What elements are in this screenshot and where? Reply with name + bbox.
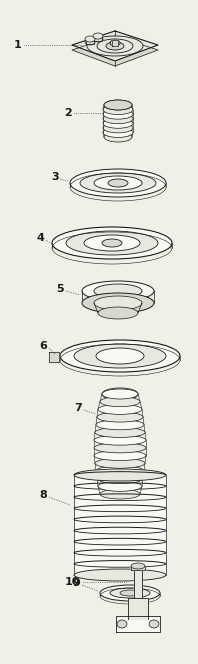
Polygon shape bbox=[103, 128, 133, 132]
Polygon shape bbox=[49, 352, 59, 362]
Ellipse shape bbox=[117, 620, 127, 628]
Ellipse shape bbox=[108, 179, 128, 187]
Polygon shape bbox=[116, 616, 160, 632]
Polygon shape bbox=[86, 39, 94, 44]
Ellipse shape bbox=[66, 231, 158, 255]
Text: 8: 8 bbox=[39, 490, 47, 500]
Text: 1: 1 bbox=[14, 40, 22, 50]
Ellipse shape bbox=[98, 481, 142, 491]
Ellipse shape bbox=[96, 466, 144, 476]
Polygon shape bbox=[103, 105, 133, 110]
Polygon shape bbox=[103, 110, 133, 114]
Ellipse shape bbox=[94, 451, 146, 461]
Polygon shape bbox=[112, 40, 118, 46]
Ellipse shape bbox=[94, 435, 146, 445]
Text: 9: 9 bbox=[72, 578, 80, 588]
Ellipse shape bbox=[52, 227, 172, 259]
Ellipse shape bbox=[96, 420, 144, 430]
Ellipse shape bbox=[120, 590, 140, 596]
Ellipse shape bbox=[110, 588, 150, 598]
Ellipse shape bbox=[149, 620, 159, 628]
Ellipse shape bbox=[95, 428, 145, 438]
Text: 7: 7 bbox=[74, 403, 82, 413]
Ellipse shape bbox=[97, 412, 143, 422]
Ellipse shape bbox=[103, 114, 133, 124]
Ellipse shape bbox=[94, 284, 142, 298]
Polygon shape bbox=[72, 36, 158, 66]
Polygon shape bbox=[103, 132, 133, 137]
Ellipse shape bbox=[131, 563, 145, 569]
Ellipse shape bbox=[85, 36, 95, 42]
Text: 3: 3 bbox=[51, 172, 59, 182]
Polygon shape bbox=[103, 124, 133, 128]
Polygon shape bbox=[131, 566, 145, 570]
Ellipse shape bbox=[93, 33, 103, 39]
Ellipse shape bbox=[103, 109, 133, 119]
Text: 2: 2 bbox=[64, 108, 72, 118]
Ellipse shape bbox=[60, 340, 180, 372]
Ellipse shape bbox=[103, 127, 133, 137]
Ellipse shape bbox=[98, 404, 142, 414]
Ellipse shape bbox=[74, 569, 166, 581]
Polygon shape bbox=[128, 598, 148, 619]
Ellipse shape bbox=[103, 104, 133, 115]
Ellipse shape bbox=[103, 123, 133, 133]
Ellipse shape bbox=[97, 39, 133, 53]
Polygon shape bbox=[134, 570, 142, 598]
Text: 6: 6 bbox=[39, 341, 47, 351]
Ellipse shape bbox=[82, 293, 154, 313]
Ellipse shape bbox=[100, 396, 140, 406]
Polygon shape bbox=[82, 291, 154, 303]
Ellipse shape bbox=[74, 344, 166, 368]
Ellipse shape bbox=[93, 36, 103, 42]
Ellipse shape bbox=[104, 100, 132, 110]
Ellipse shape bbox=[100, 489, 140, 499]
Ellipse shape bbox=[82, 281, 154, 301]
Text: 5: 5 bbox=[56, 284, 64, 294]
Polygon shape bbox=[72, 31, 158, 61]
Polygon shape bbox=[103, 114, 133, 119]
Ellipse shape bbox=[110, 40, 120, 46]
Ellipse shape bbox=[95, 458, 145, 468]
Ellipse shape bbox=[97, 473, 143, 483]
Ellipse shape bbox=[87, 36, 143, 56]
Ellipse shape bbox=[102, 388, 138, 400]
Text: 4: 4 bbox=[36, 233, 44, 243]
Ellipse shape bbox=[104, 100, 132, 110]
Text: 10: 10 bbox=[64, 577, 80, 587]
Ellipse shape bbox=[98, 307, 138, 319]
Ellipse shape bbox=[74, 469, 166, 481]
Ellipse shape bbox=[94, 443, 146, 453]
Ellipse shape bbox=[96, 348, 144, 364]
Polygon shape bbox=[94, 303, 142, 313]
Ellipse shape bbox=[80, 173, 156, 193]
Ellipse shape bbox=[85, 39, 95, 45]
Ellipse shape bbox=[102, 239, 122, 247]
Ellipse shape bbox=[94, 296, 142, 310]
Ellipse shape bbox=[100, 585, 160, 601]
Polygon shape bbox=[94, 36, 102, 41]
Polygon shape bbox=[52, 243, 172, 248]
Ellipse shape bbox=[106, 42, 124, 50]
Ellipse shape bbox=[104, 132, 132, 142]
Ellipse shape bbox=[103, 118, 133, 128]
Ellipse shape bbox=[94, 176, 142, 190]
Ellipse shape bbox=[102, 389, 138, 399]
Ellipse shape bbox=[84, 235, 140, 251]
Polygon shape bbox=[103, 119, 133, 124]
Ellipse shape bbox=[70, 169, 166, 197]
